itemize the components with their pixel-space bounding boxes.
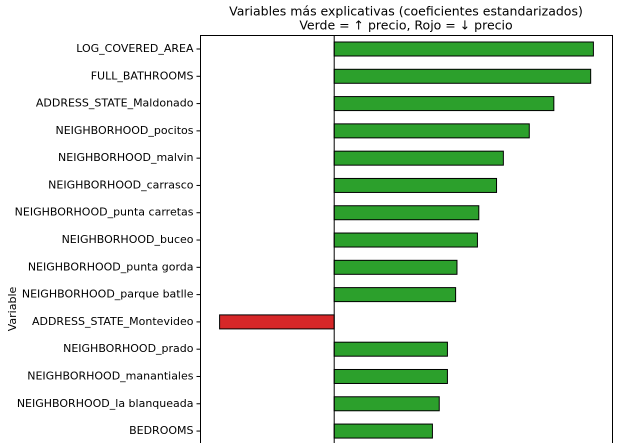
y-tick-label: BEDROOMS	[129, 424, 193, 437]
bar	[333, 205, 480, 221]
bar	[333, 341, 448, 357]
y-tick-label: ADDRESS_STATE_Maldonado	[36, 97, 194, 110]
y-tick-label: NEIGHBORHOOD_prado	[63, 342, 194, 355]
plot-frame	[200, 35, 613, 443]
bar	[333, 41, 594, 57]
chart-subtitle: Verde = ↑ precio, Rojo = ↓ precio	[299, 18, 512, 33]
y-tick-label: NEIGHBORHOOD_la blanqueada	[17, 397, 194, 410]
bar	[333, 150, 504, 166]
y-tick-label: NEIGHBORHOOD_punta gorda	[28, 260, 194, 273]
bar	[219, 314, 335, 330]
y-tick-label: LOG_COVERED_AREA	[76, 42, 194, 55]
bar	[333, 259, 458, 275]
y-axis-label: Variable	[6, 287, 19, 332]
bar	[333, 396, 440, 412]
y-tick-label: NEIGHBORHOOD_punta carretas	[15, 206, 194, 219]
bar	[333, 232, 478, 248]
bar	[333, 123, 530, 139]
bar	[333, 287, 457, 303]
y-tick-label: NEIGHBORHOOD_pocitos	[55, 124, 193, 137]
bar	[333, 177, 498, 193]
y-tick-label: NEIGHBORHOOD_parque batlle	[22, 288, 194, 301]
bar	[333, 96, 555, 112]
bar	[333, 368, 448, 384]
bar	[333, 68, 592, 84]
y-tick-label: FULL_BATHROOMS	[91, 69, 194, 82]
y-tick-label: NEIGHBORHOOD_buceo	[62, 233, 194, 246]
bar	[333, 423, 433, 439]
y-tick-label: NEIGHBORHOOD_manantiales	[27, 369, 194, 382]
y-tick-label: NEIGHBORHOOD_carrasco	[48, 178, 194, 191]
y-tick-label: ADDRESS_STATE_Montevideo	[32, 315, 194, 328]
y-tick-label: NEIGHBORHOOD_malvin	[58, 151, 194, 164]
chart-title: Variables más explicativas (coeficientes…	[229, 4, 583, 19]
